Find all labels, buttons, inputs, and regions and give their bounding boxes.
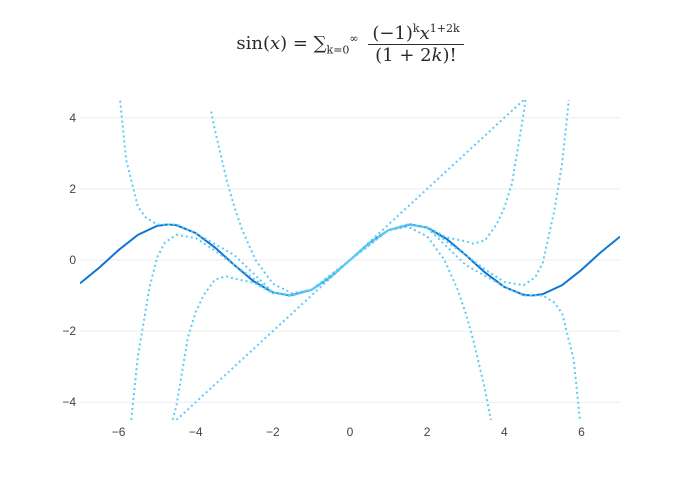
x-tick-label: 6 [578,425,585,439]
taylor-approx-series-4 [130,100,570,420]
taylor-approx-series-3 [171,100,527,420]
series-layer [80,100,620,420]
tick-layer: −4 −2 0 2 4 −6 −4 −2 0 2 4 6 [62,111,585,439]
taylor-approx-series-2 [210,111,492,420]
y-tick-label: −2 [62,324,76,338]
y-tick-label: 2 [69,182,76,196]
taylor-approx-series-5 [119,100,581,420]
x-tick-label: −2 [266,425,280,439]
x-tick-label: 0 [347,425,354,439]
chart-title: sin(x) = ∑k=0∞ (−1)kx1+2k (1 + 2k)! [0,22,700,66]
x-tick-label: 4 [501,425,508,439]
x-tick-label: 2 [424,425,431,439]
y-tick-label: 4 [69,111,76,125]
x-tick-label: −6 [112,425,126,439]
y-tick-label: 0 [69,253,76,267]
x-tick-label: −4 [189,425,203,439]
y-tick-label: −4 [62,395,76,409]
title-formula: sin(x) = ∑k=0∞ (−1)kx1+2k (1 + 2k)! [236,22,464,66]
